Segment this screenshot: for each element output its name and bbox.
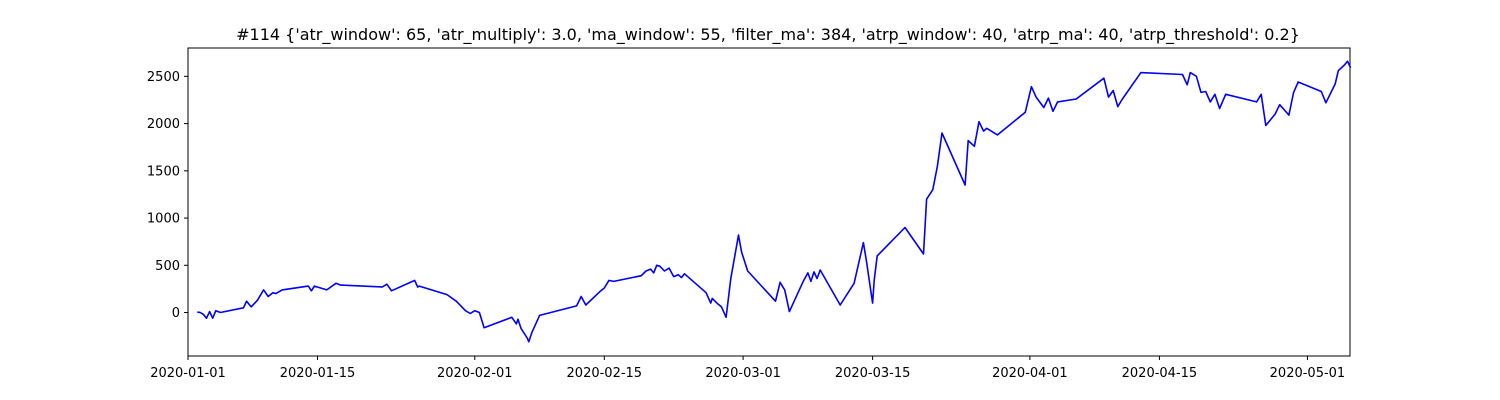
series-line bbox=[197, 60, 1352, 343]
y-tick-label: 2500 bbox=[147, 70, 180, 85]
plot-area: 2020-01-01 2020-01-15 2020-02-01 2020-02-15… bbox=[147, 47, 1352, 381]
x-tick-label: 2020-02-15 bbox=[567, 366, 643, 381]
x-tick-label: 2020-01-01 bbox=[150, 366, 226, 381]
x-tick-label: 2020-03-01 bbox=[705, 366, 781, 381]
x-tick-label: 2020-01-15 bbox=[280, 366, 356, 381]
chart-title: #114 {'atr_window': 65, 'atr_multiply': … bbox=[236, 25, 1300, 45]
axes-frame bbox=[187, 47, 1351, 357]
x-tick-label: 2020-05-01 bbox=[1270, 366, 1346, 381]
x-tick-label: 2020-03-15 bbox=[835, 366, 911, 381]
x-tick-label: 2020-02-01 bbox=[437, 366, 513, 381]
y-tick-label: 1000 bbox=[147, 212, 180, 227]
y-tick-label: 1500 bbox=[147, 164, 180, 179]
x-tick-label: 2020-04-01 bbox=[992, 366, 1068, 381]
y-tick-label: 0 bbox=[172, 306, 180, 321]
x-tick-label: 2020-04-15 bbox=[1122, 366, 1198, 381]
y-tick-label: 2000 bbox=[147, 117, 180, 132]
y-tick-label: 500 bbox=[155, 259, 180, 274]
